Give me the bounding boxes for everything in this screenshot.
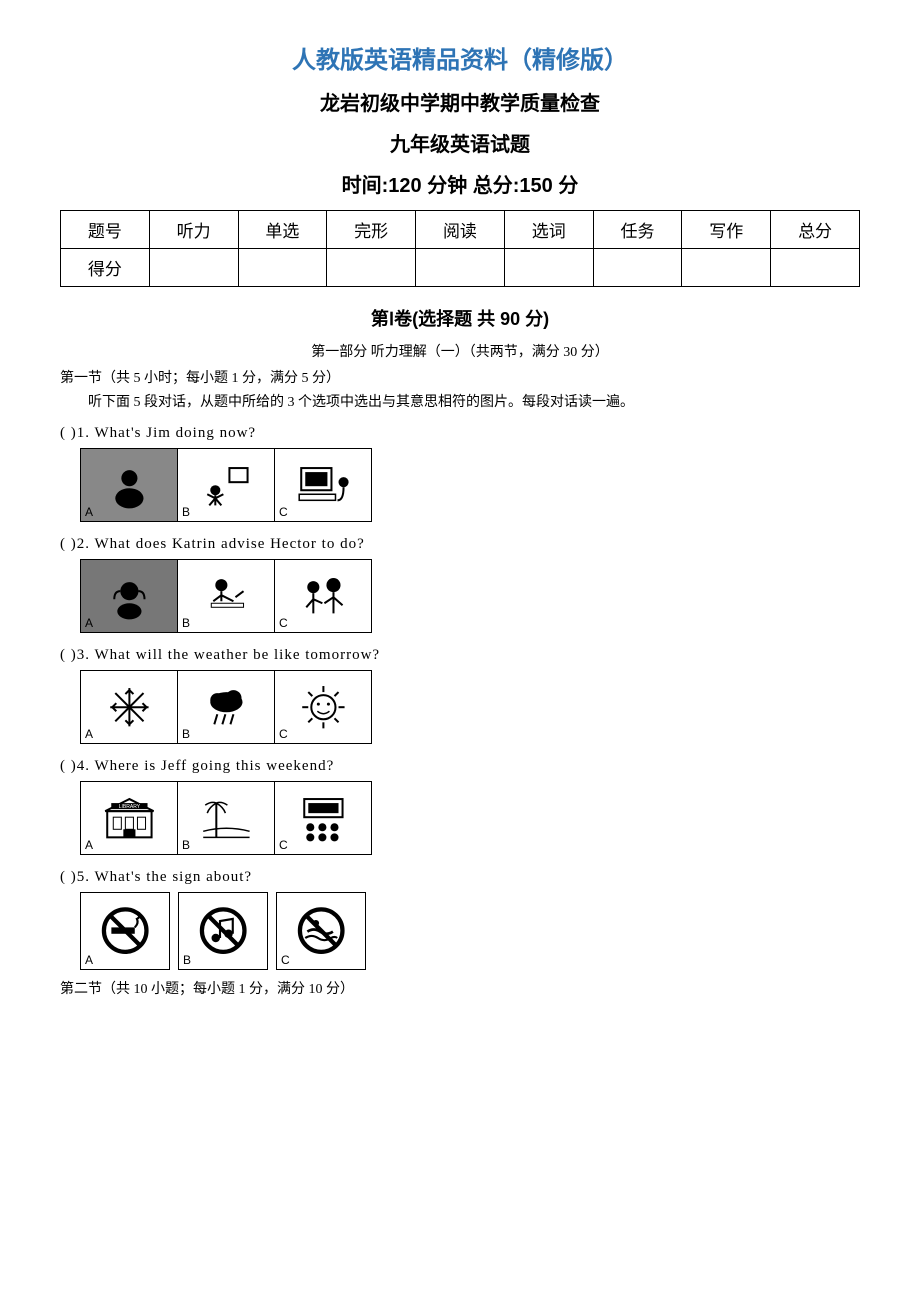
table-cell: 写作 bbox=[682, 211, 771, 249]
question-text: Where is Jeff going this weekend? bbox=[94, 758, 334, 774]
question-num: ( )3. bbox=[60, 647, 90, 663]
question-2: ( )2. What does Katrin advise Hector to … bbox=[60, 536, 860, 553]
instruction: 听下面 5 段对话，从题中所给的 3 个选项中选出与其意思相符的图片。每段对话读… bbox=[60, 391, 860, 411]
option-b-rain-cloud-icon: B bbox=[177, 670, 275, 744]
option-c-sun-icon: C bbox=[274, 670, 372, 744]
option-c-no-swimming-icon: C bbox=[276, 892, 366, 970]
subsection-2: 第二节（共 10 小题；每小题 1 分，满分 10 分） bbox=[60, 978, 860, 998]
question-4: ( )4. Where is Jeff going this weekend? bbox=[60, 758, 860, 775]
table-cell: 单选 bbox=[238, 211, 327, 249]
table-cell: 总分 bbox=[771, 211, 860, 249]
question-num: ( )5. bbox=[60, 869, 90, 885]
option-row-3: A B C bbox=[80, 670, 860, 744]
table-cell bbox=[149, 249, 238, 287]
table-cell: 任务 bbox=[593, 211, 682, 249]
option-row-4: LIBRARY A B C bbox=[80, 781, 860, 855]
table-cell bbox=[238, 249, 327, 287]
table-cell bbox=[504, 249, 593, 287]
option-c-cinema-icon: C bbox=[274, 781, 372, 855]
table-cell: 题号 bbox=[61, 211, 150, 249]
question-5: ( )5. What's the sign about? bbox=[60, 869, 860, 886]
question-1: ( )1. What's Jim doing now? bbox=[60, 425, 860, 442]
option-c-talking-icon: C bbox=[274, 559, 372, 633]
table-cell bbox=[682, 249, 771, 287]
question-text: What's the sign about? bbox=[94, 869, 252, 885]
question-text: What's Jim doing now? bbox=[94, 425, 256, 441]
table-cell bbox=[593, 249, 682, 287]
option-b-beach-icon: B bbox=[177, 781, 275, 855]
option-row-5: A B C bbox=[80, 892, 860, 970]
table-cell: 听力 bbox=[149, 211, 238, 249]
title-subject: 九年级英语试题 bbox=[60, 128, 860, 157]
title-school: 龙岩初级中学期中教学质量检查 bbox=[60, 87, 860, 116]
option-row-2: A B C bbox=[80, 559, 860, 633]
score-table: 题号 听力 单选 完形 阅读 选词 任务 写作 总分 得分 bbox=[60, 210, 860, 287]
option-row-1: A B C bbox=[80, 448, 860, 522]
subsection-1: 第一节（共 5 小时；每小题 1 分，满分 5 分） bbox=[60, 367, 860, 387]
option-b-no-music-icon: B bbox=[178, 892, 268, 970]
table-row: 题号 听力 单选 完形 阅读 选词 任务 写作 总分 bbox=[61, 211, 860, 249]
option-a-sleeping-icon: A bbox=[80, 448, 178, 522]
option-c-computer-icon: C bbox=[274, 448, 372, 522]
question-num: ( )4. bbox=[60, 758, 90, 774]
table-cell bbox=[771, 249, 860, 287]
option-b-writing-icon: B bbox=[177, 559, 275, 633]
title-time-score: 时间:120 分钟 总分:150 分 bbox=[60, 169, 860, 198]
question-num: ( )1. bbox=[60, 425, 90, 441]
question-text: What does Katrin advise Hector to do? bbox=[94, 536, 364, 552]
table-cell: 完形 bbox=[327, 211, 416, 249]
table-cell: 选词 bbox=[504, 211, 593, 249]
table-cell: 得分 bbox=[61, 249, 150, 287]
table-cell bbox=[416, 249, 505, 287]
svg-text:LIBRARY: LIBRARY bbox=[118, 804, 140, 810]
table-cell: 阅读 bbox=[416, 211, 505, 249]
question-text: What will the weather be like tomorrow? bbox=[94, 647, 380, 663]
question-num: ( )2. bbox=[60, 536, 90, 552]
option-a-snowflake-icon: A bbox=[80, 670, 178, 744]
option-b-watching-tv-icon: B bbox=[177, 448, 275, 522]
option-a-library-icon: LIBRARY A bbox=[80, 781, 178, 855]
section-title: 第Ⅰ卷(选择题 共 90 分) bbox=[60, 305, 860, 331]
table-row: 得分 bbox=[61, 249, 860, 287]
title-blue: 人教版英语精品资料（精修版） bbox=[60, 40, 860, 75]
option-a-no-smoking-icon: A bbox=[80, 892, 170, 970]
question-3: ( )3. What will the weather be like tomo… bbox=[60, 647, 860, 664]
part-line: 第一部分 听力理解（一）（共两节，满分 30 分） bbox=[60, 341, 860, 361]
option-a-headphones-icon: A bbox=[80, 559, 178, 633]
table-cell bbox=[327, 249, 416, 287]
